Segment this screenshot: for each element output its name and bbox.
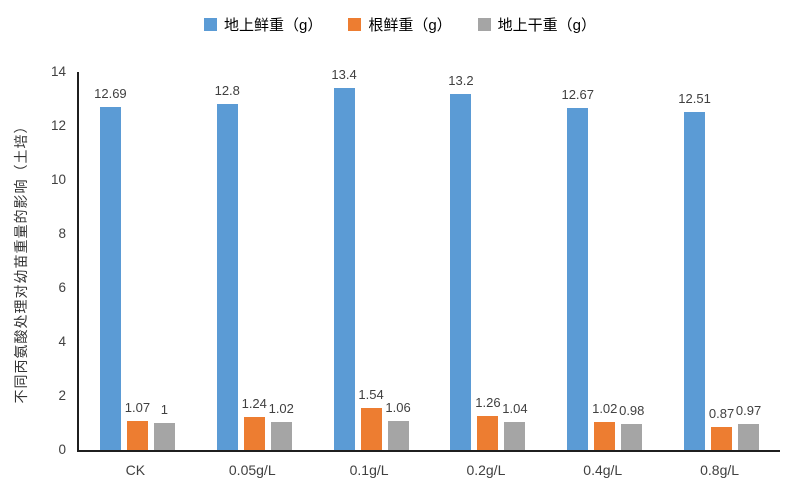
- legend-swatch-icon: [477, 18, 491, 31]
- y-tick-label: 8: [58, 226, 66, 241]
- x-tick-label: CK: [125, 462, 146, 478]
- bar: [594, 422, 616, 450]
- bar: [711, 426, 733, 450]
- y-tick-label: 10: [50, 172, 66, 187]
- bar: [387, 421, 409, 450]
- bar: [450, 93, 472, 450]
- bar: [333, 88, 355, 450]
- bar: [360, 408, 382, 450]
- bar-value-label: 1: [160, 402, 169, 417]
- y-tick-label: 0: [58, 442, 66, 457]
- bar-value-label: 1.07: [124, 400, 151, 416]
- bar-value-label: 12.51: [678, 91, 711, 107]
- bar-value-label: 1.24: [241, 395, 267, 411]
- bar-value-label: 1.04: [502, 400, 528, 416]
- bar: [738, 423, 760, 450]
- bar-value-label: 1.02: [592, 401, 618, 417]
- bar: [216, 104, 238, 450]
- bar: [684, 112, 706, 450]
- bar: [621, 423, 643, 450]
- y-axis-title: 不同丙氨酸处理对幼苗重量的影响（土培）: [13, 118, 29, 404]
- x-tick-label: 0.8g/L: [700, 462, 740, 478]
- bar-value-label: 0.97: [735, 402, 762, 418]
- x-tick-label: 0.1g/L: [349, 462, 389, 478]
- bar-value-label: 0.87: [708, 405, 735, 421]
- y-tick-label: 2: [58, 388, 66, 403]
- x-tick-label: 0.4g/L: [583, 462, 623, 478]
- bar-value-label: 12.8: [214, 83, 240, 99]
- y-tick-label: 4: [58, 334, 66, 349]
- bar: [270, 422, 292, 450]
- bar: [99, 107, 121, 450]
- x-tick-label: 0.05g/L: [228, 462, 276, 478]
- bar-value-label: 12.69: [94, 86, 127, 102]
- legend-item: 地上鲜重（g）: [203, 14, 323, 35]
- y-tick-label: 6: [58, 280, 66, 295]
- bar: [153, 423, 175, 450]
- y-tick-label: 14: [50, 64, 66, 79]
- bar-value-label: 0.98: [619, 402, 645, 418]
- bar-value-label: 12.67: [561, 86, 595, 102]
- bar-value-label: 13.2: [448, 72, 474, 88]
- bar-value-label: 1.06: [385, 400, 411, 416]
- bar: [477, 415, 499, 450]
- legend-swatch-icon: [348, 18, 362, 31]
- legend-label: 地上干重（g）: [497, 17, 597, 34]
- bar-value-label: 1.02: [268, 401, 294, 417]
- bar: [504, 421, 526, 450]
- legend-swatch-icon: [203, 18, 217, 31]
- legend-item: 地上干重（g）: [477, 14, 597, 35]
- legend-label: 根鲜重（g）: [368, 17, 452, 34]
- legend-label: 地上鲜重（g）: [223, 17, 323, 34]
- y-tick-label: 12: [50, 118, 66, 133]
- bar-value-label: 13.4: [331, 67, 357, 83]
- x-tick-label: 0.2g/L: [466, 462, 506, 478]
- bar: [126, 421, 148, 450]
- bar-value-label: 1.54: [358, 387, 384, 403]
- legend: 地上鲜重（g） 根鲜重（g） 地上干重（g）: [0, 14, 800, 35]
- legend-item: 根鲜重（g）: [348, 14, 452, 35]
- bar: [567, 107, 589, 450]
- plot-area: 12.69 1.07 1 12.8 1.24 1.02 13.4 1.54 1.06 13.2 1.…: [77, 67, 780, 452]
- bar-value-label: 1.26: [475, 394, 501, 410]
- bar: [243, 416, 265, 450]
